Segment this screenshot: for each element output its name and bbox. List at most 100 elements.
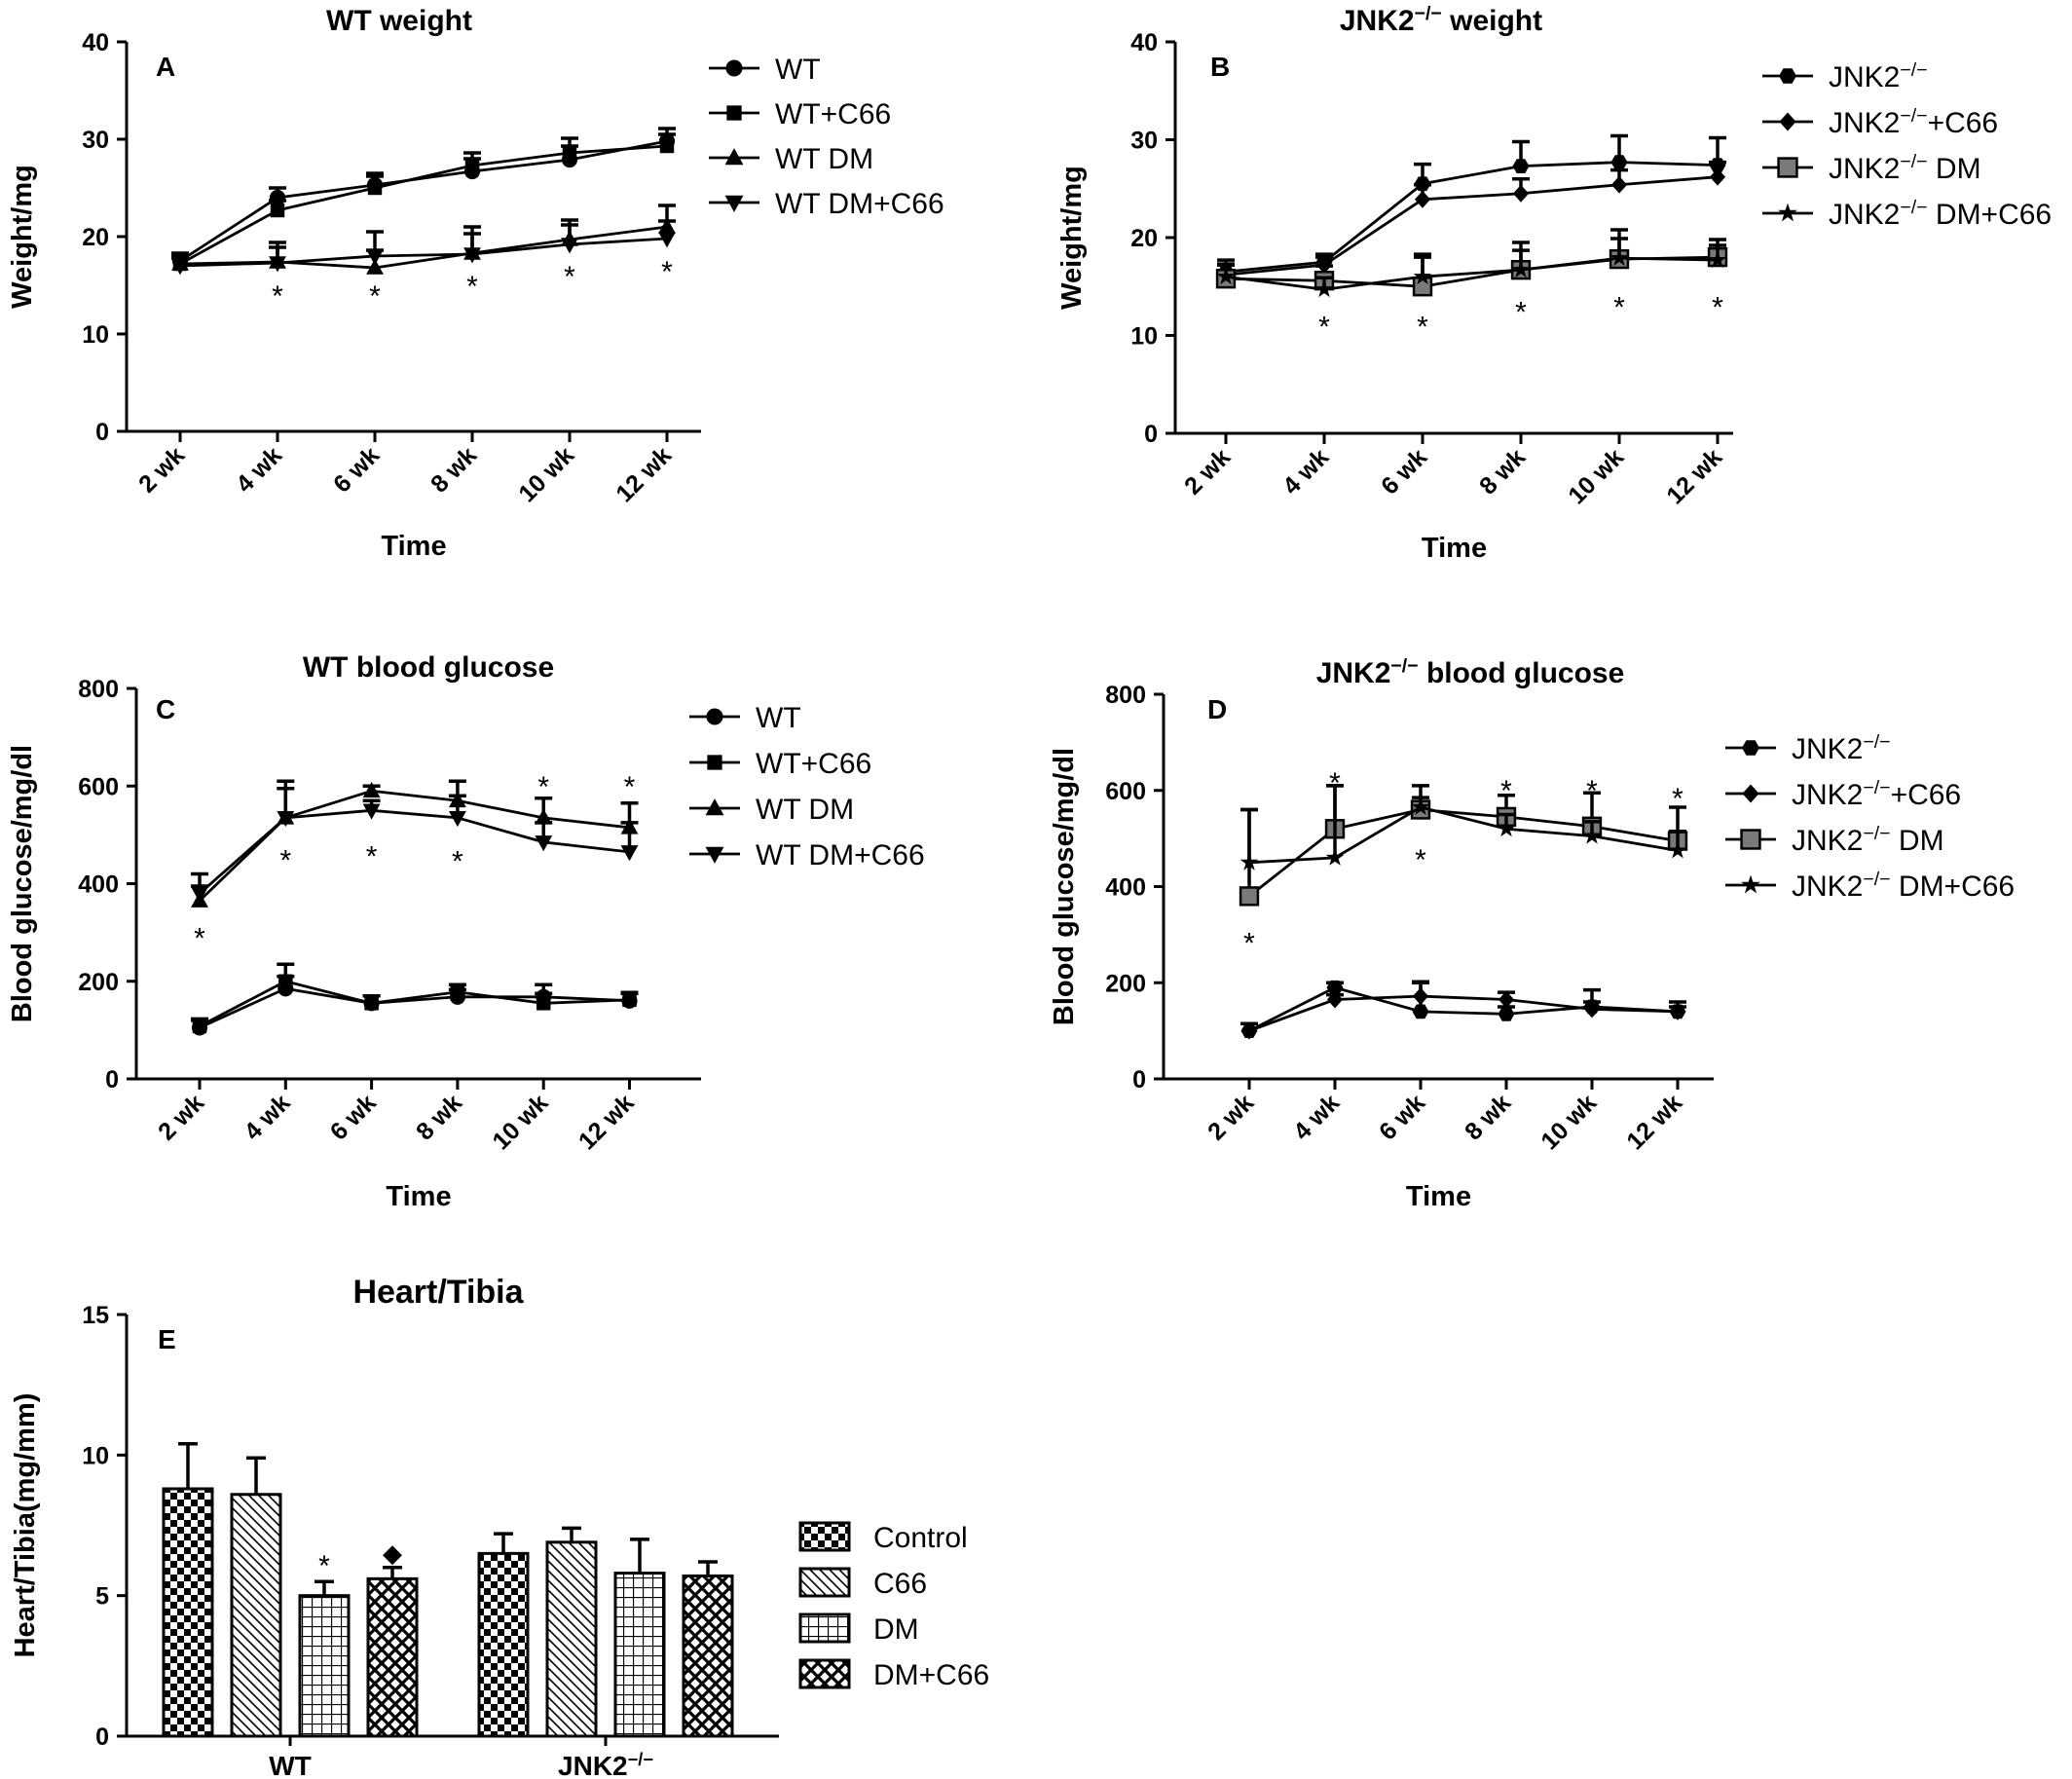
series-line <box>1225 175 1719 277</box>
data-point <box>278 974 293 988</box>
significance-marker: * <box>537 771 549 803</box>
data-point <box>1414 190 1431 208</box>
x-tick-label: 2 wk <box>133 441 190 498</box>
y-tick-label: 10 <box>1130 323 1158 351</box>
series-line <box>1225 255 1719 288</box>
x-tick-label: 4 wk <box>1288 1089 1345 1145</box>
x-tick-label: 6 wk <box>1374 1089 1430 1145</box>
legend-swatch <box>798 1567 851 1598</box>
significance-marker: * <box>1318 311 1330 343</box>
legend-label: WT+C66 <box>756 748 871 780</box>
x-tick-label: 2 wk <box>1202 1089 1259 1145</box>
legend-label: Control <box>873 1522 968 1554</box>
data-point <box>464 158 480 173</box>
series-0 <box>191 974 639 1036</box>
chart-panel-e: Heart/Tibia E 0 5 10 15 Heart/Tibia(mg/mm) * ◆ WT… <box>10 1274 989 1779</box>
significance-marker: * <box>466 271 478 303</box>
legend-label: JNK2−/− <box>1829 59 1928 93</box>
bar <box>162 1487 214 1738</box>
significance-marker: * <box>1415 844 1426 876</box>
significance-marker: * <box>1515 296 1527 328</box>
significance-marker: * <box>1417 311 1428 343</box>
legend-marker <box>706 708 723 725</box>
x-tick-label: JNK2−/− <box>558 1750 653 1779</box>
y-axis-label: Blood glucose/mg/dl <box>1049 748 1080 1025</box>
bar <box>366 1576 419 1738</box>
data-point <box>270 203 285 218</box>
data-point <box>463 247 481 264</box>
significance-marker: * <box>369 280 381 313</box>
bar-group-1: JNK2−/− <box>477 1526 734 1779</box>
data-point <box>562 145 577 161</box>
y-tick-label: 0 <box>1132 1066 1146 1093</box>
panel-label: C <box>156 694 175 724</box>
data-point <box>1610 155 1628 169</box>
significance-marker: * <box>366 840 378 872</box>
legend-marker <box>725 59 743 77</box>
data-point <box>535 808 553 825</box>
series-line <box>179 144 668 266</box>
data-point <box>1497 819 1516 837</box>
legend-label: WT+C66 <box>775 98 891 130</box>
data-point <box>448 811 466 828</box>
significance-marker: * <box>1613 291 1625 323</box>
data-point <box>277 811 295 828</box>
data-point <box>1413 267 1432 285</box>
y-tick-label: 20 <box>1130 225 1158 252</box>
significance-marker: * <box>1672 783 1684 815</box>
series-3 <box>171 219 676 276</box>
legend: Control C66 DM DM+C66 <box>798 1521 989 1691</box>
bar <box>682 1574 734 1738</box>
series-line <box>1248 805 1679 865</box>
bar <box>230 1493 282 1738</box>
series-line <box>1248 985 1679 1032</box>
data-point <box>362 781 381 798</box>
legend-swatch <box>798 1612 851 1644</box>
x-tick-label: 4 wk <box>231 441 287 498</box>
data-point <box>561 238 578 254</box>
x-tick-label: 10 wk <box>513 441 579 507</box>
data-point <box>1512 184 1530 203</box>
series-line <box>179 139 668 263</box>
series-1 <box>1240 980 1686 1040</box>
legend-marker <box>1742 784 1759 803</box>
legend-marker <box>1778 203 1797 222</box>
y-tick-label: 800 <box>78 676 119 703</box>
x-tick-label: 6 wk <box>1376 443 1432 500</box>
x-tick-label: 6 wk <box>325 1089 382 1145</box>
legend-label: JNK2−/−+C66 <box>1792 777 1961 811</box>
legend-label: DM <box>873 1613 919 1646</box>
significance-marker: * <box>452 845 463 877</box>
y-tick-label: 40 <box>1130 29 1158 56</box>
data-point <box>1240 853 1259 871</box>
y-tick-label: 40 <box>82 29 109 56</box>
x-axis-label: Time <box>1422 533 1487 564</box>
x-tick-label: 8 wk <box>1460 1089 1516 1145</box>
data-point <box>1412 1004 1429 1019</box>
y-axis-label: Blood glucose/mg/dl <box>7 745 38 1022</box>
bar <box>298 1594 351 1738</box>
data-point <box>1669 1002 1686 1020</box>
x-axis-label: Time <box>1406 1181 1471 1212</box>
data-point <box>1239 886 1260 907</box>
series-3 <box>1216 237 1727 298</box>
legend-marker <box>1777 157 1798 178</box>
data-point <box>1511 260 1531 278</box>
x-tick-label: 10 wk <box>487 1089 553 1155</box>
y-tick-label: 600 <box>78 773 119 800</box>
legend-marker <box>724 195 744 212</box>
chart-title: Heart/Tibia <box>352 1274 524 1311</box>
data-point <box>1610 175 1628 194</box>
significance-marker: * <box>1243 927 1255 959</box>
data-point <box>658 232 676 248</box>
y-tick-label: 30 <box>82 127 109 154</box>
y-axis-label: Weight/mg <box>7 165 38 309</box>
chart-title-text: JNK2−/− weight <box>1340 3 1542 37</box>
x-tick-label: 6 wk <box>328 441 385 498</box>
legend-label: JNK2−/−+C66 <box>1829 105 1998 139</box>
significance-marker: * <box>1500 775 1512 807</box>
bar <box>477 1551 530 1738</box>
legend-marker <box>1740 829 1761 850</box>
legend-marker <box>707 755 722 770</box>
data-point <box>622 992 637 1008</box>
